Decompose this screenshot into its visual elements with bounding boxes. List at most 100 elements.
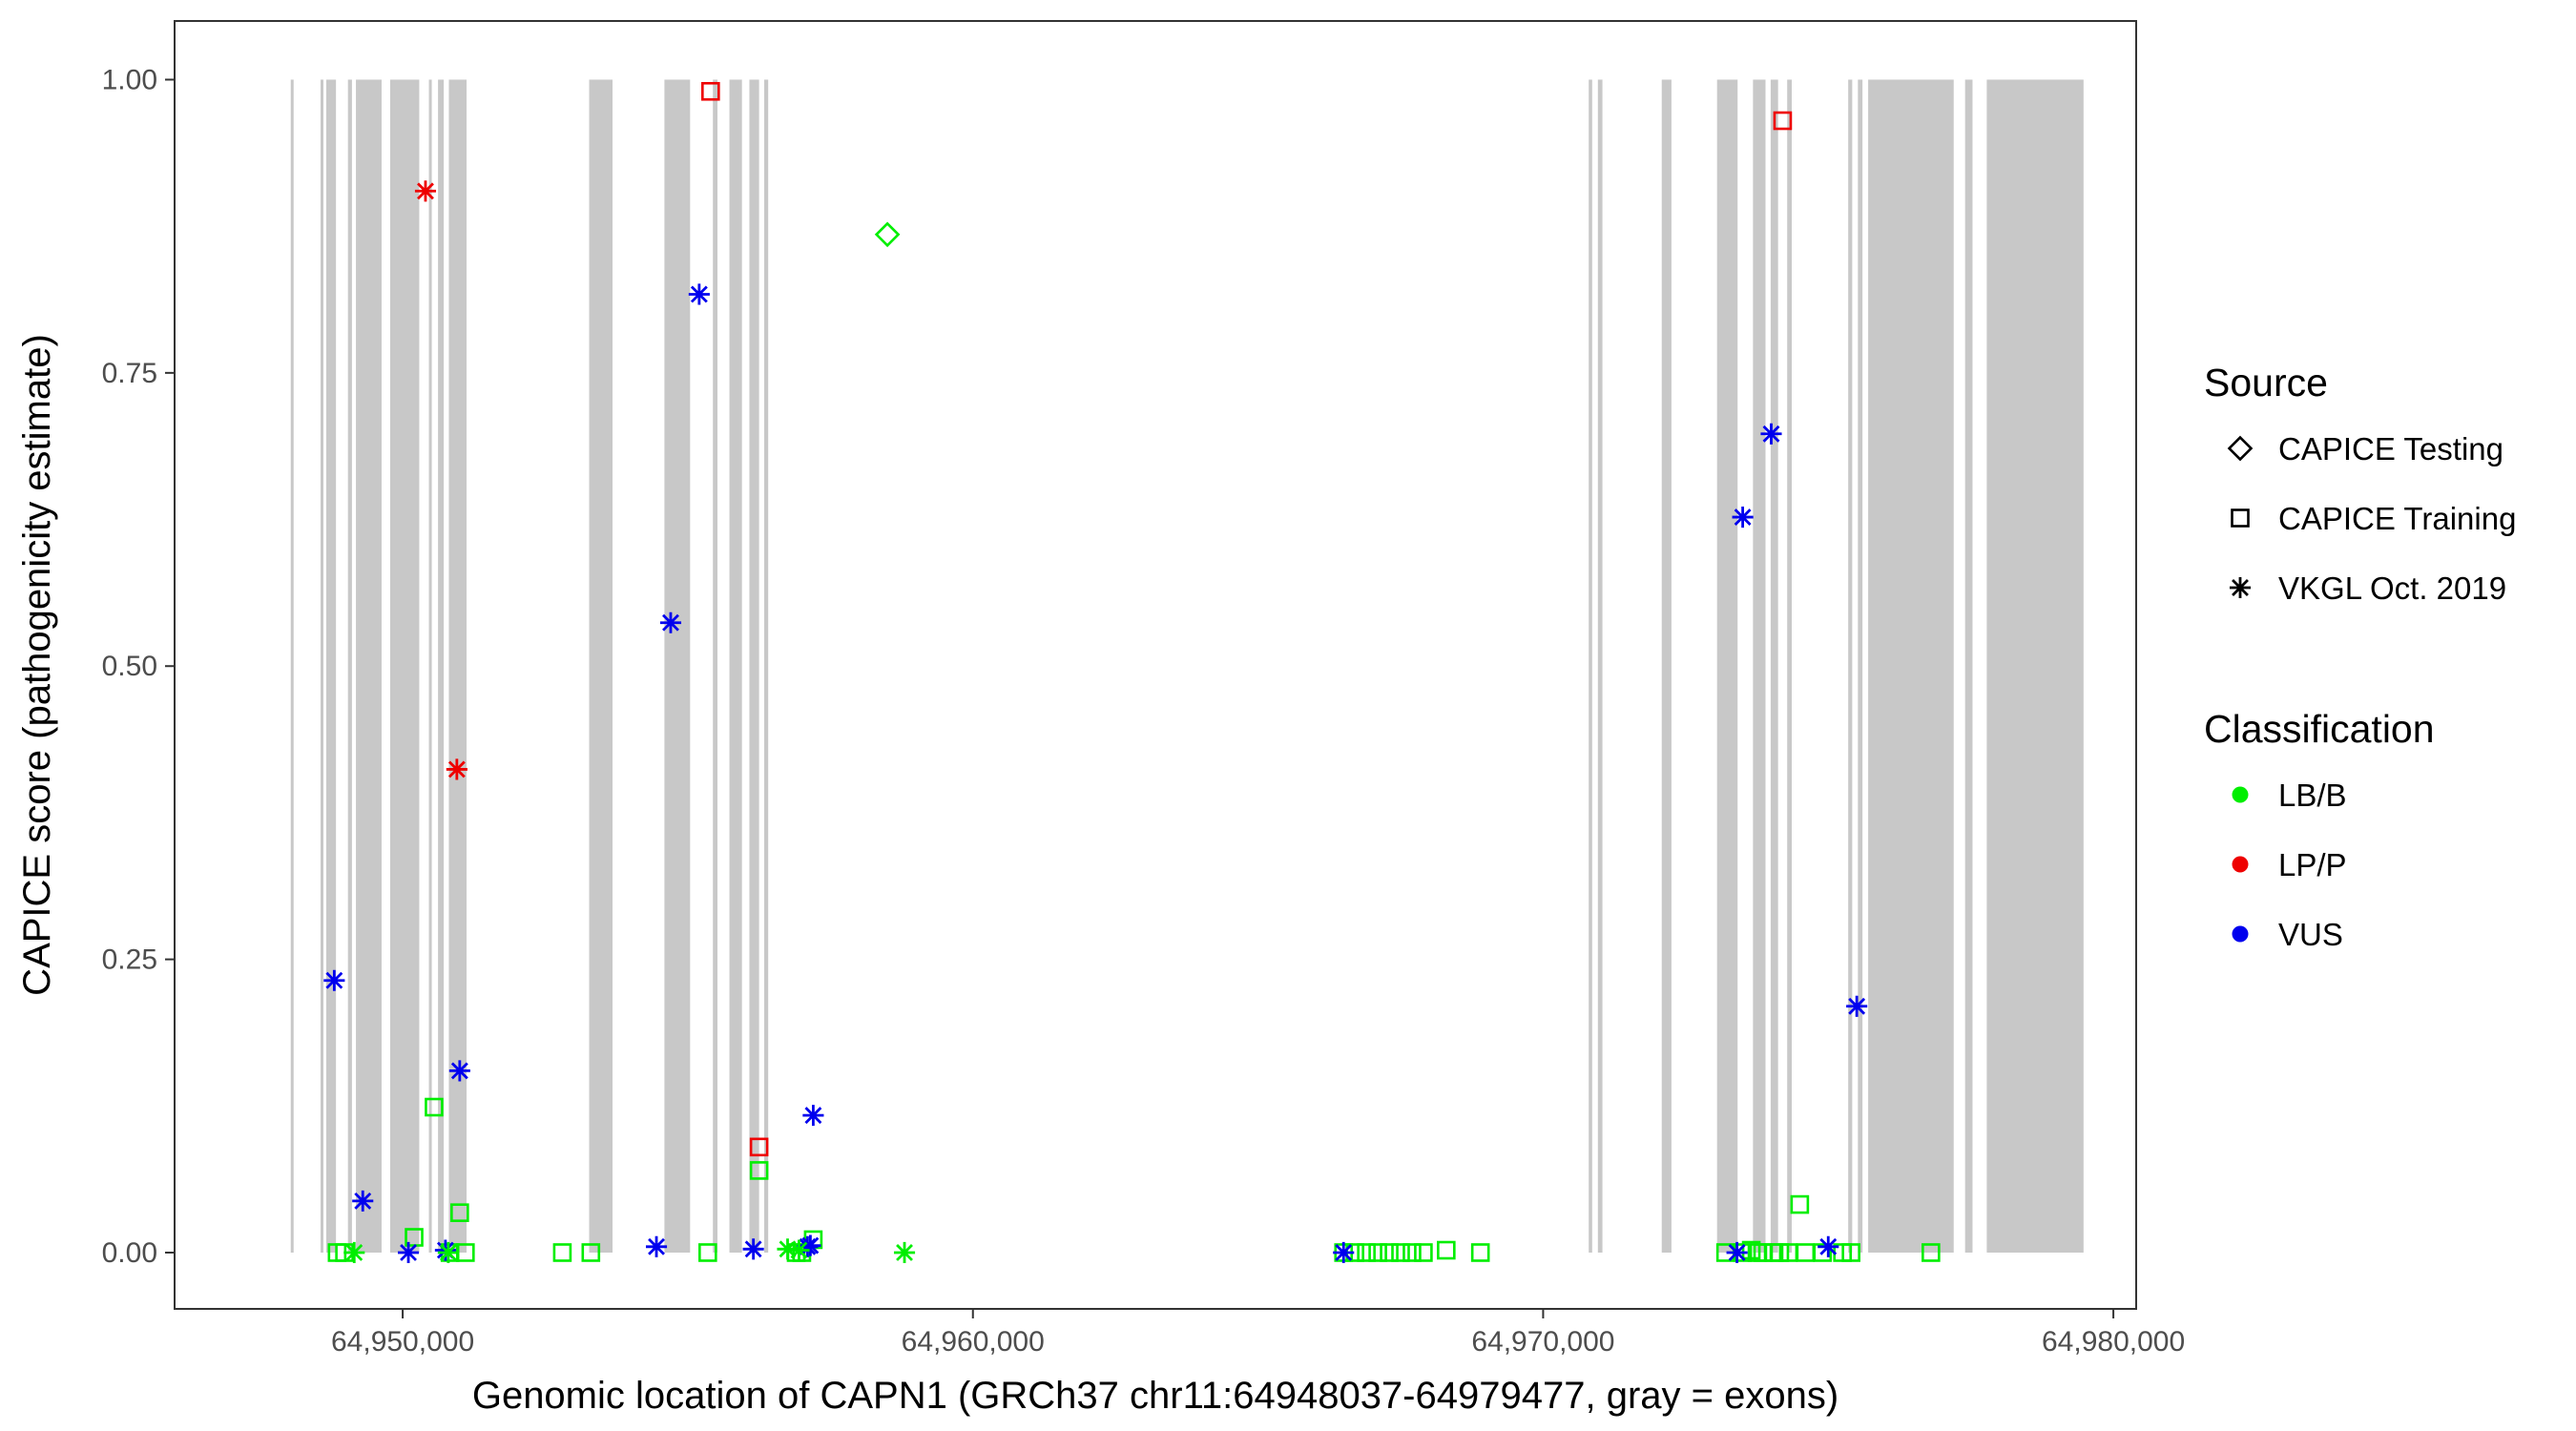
exon-band [1597,79,1603,1253]
data-point-square-lpp [701,81,720,101]
data-point-diamond-lbb [874,221,901,248]
data-point-asterisk-vus [800,1234,821,1256]
data-point-square-lbb [1741,1240,1761,1260]
exon-band [356,79,382,1253]
exon-band [325,79,337,1253]
legend: Source CAPICE Testing CAPICE Training VKGL … [2204,361,2516,952]
data-point-asterisk-lbb [788,1239,810,1261]
exon-band [1770,79,1778,1253]
exon-band [749,79,759,1253]
exon-band [1964,79,1973,1253]
data-point-asterisk-vus [802,1105,824,1127]
data-point-square-lbb [1414,1243,1433,1262]
exon-band [1868,79,1954,1253]
legend-title-classification: Classification [2204,707,2435,751]
exon-band [1858,79,1863,1253]
x-tick-label: 64,960,000 [902,1326,1045,1358]
exon-band [428,79,432,1253]
data-point-asterisk-vus [1726,1241,1748,1264]
legend-key-dot [2232,786,2249,803]
x-axis: 64,950,000 64,960,000 64,970,000 64,980,000 [331,1309,2185,1358]
exon-band [438,79,445,1253]
data-point-square-lbb [1380,1243,1399,1262]
data-point-asterisk-vus [742,1238,764,1260]
y-tick-label: 1.00 [102,64,157,95]
plot-panel-border [174,20,2137,1310]
legend-label: VUS [2278,917,2343,952]
legend-label: CAPICE Testing [2278,431,2503,467]
data-point-square-lbb [1391,1243,1410,1262]
legend-key-dot [2232,856,2249,873]
y-tick-label: 0.00 [102,1237,157,1269]
legend-label: VKGL Oct. 2019 [2278,570,2506,606]
legend-label: LP/P [2278,847,2347,882]
exon-band [1787,79,1793,1253]
data-point-square-lbb [1368,1243,1387,1262]
data-point-square-lbb [1437,1240,1456,1260]
y-axis-title: CAPICE score (pathogenicity estimate) [16,334,58,996]
data-point-asterisk-vus [645,1235,668,1257]
legend-key-dot [2232,925,2249,943]
x-axis-title: Genomic location of CAPN1 (GRCh37 chr11:… [472,1375,1839,1417]
data-point-square-lbb [581,1243,601,1262]
exon-band [290,79,294,1253]
data-point-asterisk-lbb [777,1238,799,1260]
x-tick-label: 64,980,000 [2042,1326,2185,1358]
exon-band [321,79,324,1253]
exon-band [1848,79,1853,1253]
exon-bands [290,79,2084,1253]
data-point-square-lpp [1773,111,1793,131]
exon-band [1753,79,1766,1253]
data-point-square-lbb [1357,1243,1376,1262]
data-point-asterisk-vus [323,969,345,991]
data-point-square-lbb [1922,1243,1941,1262]
exon-band [1716,79,1738,1253]
data-point-asterisk-vus [448,1060,470,1082]
data-point-square-lbb [425,1097,444,1117]
data-point-asterisk-vus [688,283,710,305]
legend-label: LB/B [2278,778,2347,813]
exon-band [448,79,467,1253]
data-point-square-lbb [1402,1243,1422,1262]
data-point-asterisk-vus [1732,507,1754,529]
x-tick-label: 64,950,000 [331,1326,474,1358]
data-point-asterisk-vus [659,612,682,633]
data-point-asterisk-lbb [437,1241,459,1264]
data-point-square-lpp [749,1137,769,1157]
data-point-square-lbb [749,1161,769,1180]
data-point-asterisk-lpp [446,758,467,780]
exon-band [1661,79,1672,1253]
y-axis: 0.00 0.25 0.50 0.75 1.00 [102,64,175,1269]
legend-label: CAPICE Training [2278,501,2516,536]
exon-band [763,79,769,1253]
data-point-asterisk-vus [1333,1241,1355,1264]
data-point-square-lbb [1790,1194,1810,1214]
legend-title-source: Source [2204,361,2328,404]
x-tick-label: 64,970,000 [1471,1326,1614,1358]
data-point-square-lbb [1470,1243,1490,1262]
y-tick-label: 0.25 [102,944,157,976]
data-point-square-lbb [552,1243,572,1262]
exon-band [664,79,691,1253]
data-point-asterisk-lpp [414,180,437,202]
exon-band [1589,79,1592,1253]
data-point-asterisk-vus [352,1190,374,1212]
data-point-asterisk-lbb [893,1241,916,1264]
plot-panel-background [175,21,2136,1309]
exon-band [713,79,717,1253]
y-tick-label: 0.75 [102,358,157,389]
legend-key-square [2231,508,2250,528]
exon-band [1986,79,2084,1253]
data-points [323,81,1941,1264]
legend-key-diamond [2227,435,2254,462]
data-point-asterisk-vus [1760,423,1782,445]
data-point-asterisk-lbb [343,1241,365,1264]
data-point-square-lbb [450,1203,469,1222]
data-point-square-lbb [698,1243,717,1262]
exon-band [729,79,742,1253]
exon-band [589,79,613,1253]
data-point-asterisk-vus [397,1241,420,1264]
legend-key-asterisk [2229,576,2252,599]
exon-band [389,79,420,1253]
